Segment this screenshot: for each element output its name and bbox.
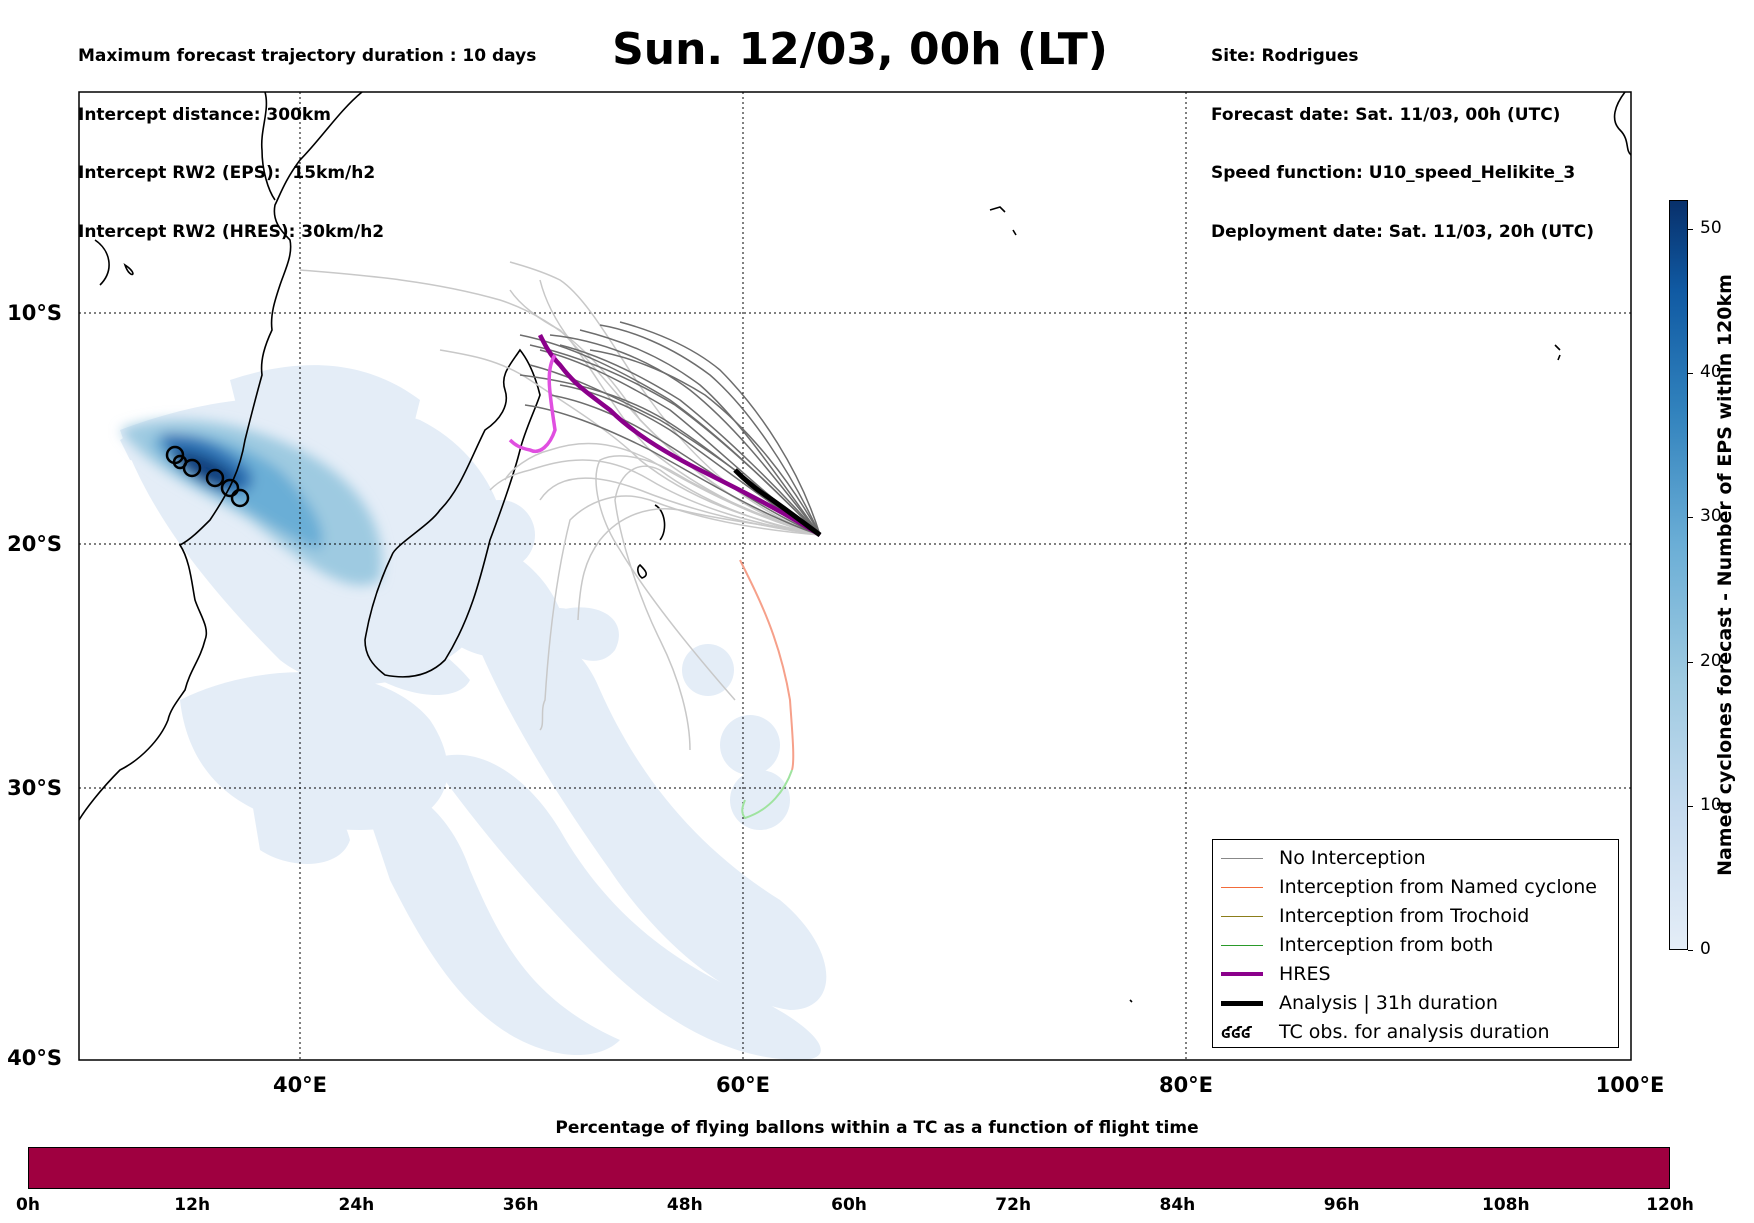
coastlines [79,92,1631,1003]
flight-time-bar [28,1147,1670,1189]
legend-item-analysis: Analysis | 31h duration [1221,989,1498,1017]
flight-time-tick-label: 12h [174,1195,211,1215]
flight-time-tick-label: 60h [831,1195,867,1215]
colorbar-tick-mark [1688,661,1693,663]
interception-both [741,769,793,820]
flight-time-tick-label: 72h [995,1195,1032,1215]
flight-time-tick-label: 108h [1482,1195,1530,1215]
legend-swatch [1221,886,1263,888]
legend-swatch [1221,1000,1263,1006]
flight-time-title: Percentage of flying ballons within a TC… [555,1118,1199,1138]
header-right-line: Site: Rodrigues [1211,46,1359,66]
legend-label: Interception from Trochoid [1279,905,1530,927]
header-info-right: Site: Rodrigues Forecast date: Sat. 11/0… [1211,8,1594,262]
lon-tick-label: 80°E [1159,1073,1213,1097]
map-title: Sun. 12/03, 00h (LT) [612,24,1108,75]
flight-time-tick-label: 0h [16,1195,40,1215]
flight-time-tick-label: 84h [1159,1195,1196,1215]
lon-tick-label: 100°E [1596,1073,1665,1097]
legend-swatch [1221,857,1263,859]
legend-item-both: Interception from both [1221,931,1493,959]
analysis-trajectory [733,468,822,538]
legend-label: HRES [1279,963,1331,985]
colorbar-tick-mark [1688,228,1693,230]
legend-item-tc-obs: ʛʛʛ TC obs. for analysis duration [1221,1018,1550,1046]
map-legend: No Interception Interception from Named … [1212,839,1619,1048]
colorbar-tick-label: 40 [1700,362,1722,383]
header-left-line: Intercept RW2 (HRES): 30km/h2 [78,221,385,242]
header-right-line: Speed function: U10_speed_Helikite_3 [1211,163,1576,183]
flight-time-tick-label: 36h [502,1195,539,1215]
legend-label: TC obs. for analysis duration [1279,1021,1550,1043]
legend-item-named-cyclone: Interception from Named cyclone [1221,873,1597,901]
header-left-line: Maximum forecast trajectory duration : 1… [78,46,537,66]
colorbar-tick-label: 50 [1700,217,1722,238]
flight-time-tick-label: 24h [338,1195,375,1215]
lat-tick-label: 20°S [7,532,62,556]
lon-tick-label: 60°E [716,1073,770,1097]
lat-tick-label: 30°S [7,776,62,800]
legend-swatch [1221,915,1263,917]
tc-observation-markers [165,445,250,508]
tc-symbol-icon: ʛʛʛ [1221,1022,1252,1042]
colorbar-tick-label: 20 [1700,650,1722,671]
colorbar-label: Named cyclones forecast - Number of EPS … [1714,274,1736,876]
header-info-left: Maximum forecast trajectory duration : 1… [78,8,536,262]
flight-time-tick-label: 120h [1646,1195,1694,1215]
header-right-line: Forecast date: Sat. 11/03, 00h (UTC) [1211,104,1561,125]
legend-item-trochoid: Interception from Trochoid [1221,902,1529,930]
lat-tick-label: 10°S [7,301,62,325]
legend-item-no-interception: No Interception [1221,844,1426,872]
lon-tick-label: 40°E [273,1073,327,1097]
colorbar-tick-mark [1688,950,1693,951]
map-frame [78,91,1632,1061]
legend-swatch [1221,972,1263,976]
hres-early-segment [508,354,557,453]
colorbar-tick-label: 10 [1700,794,1722,815]
legend-swatch [1221,944,1263,946]
header-left-line: Intercept distance: 300km [78,104,331,125]
hres-trajectory [537,333,822,537]
flight-time-tick-label: 48h [666,1195,703,1215]
lat-tick-label: 40°S [7,1046,62,1070]
legend-item-hres: HRES [1221,960,1331,988]
header-right-line: Deployment date: Sat. 11/03, 20h (UTC) [1211,221,1595,242]
colorbar [1669,200,1688,950]
legend-label: Interception from Named cyclone [1279,876,1597,898]
colorbar-tick-mark [1688,805,1693,807]
colorbar-tick-mark [1688,373,1693,375]
legend-label: Interception from both [1279,934,1494,956]
flight-time-tick-label: 96h [1323,1195,1360,1215]
colorbar-tick-label: 0 [1700,939,1711,959]
legend-label: Analysis | 31h duration [1279,992,1498,1014]
interception-named-cyclone [739,559,795,771]
colorbar-tick-label: 30 [1700,506,1722,527]
legend-label: No Interception [1279,847,1426,869]
map-gridlines [79,92,1631,1060]
colorbar-tick-mark [1688,517,1693,519]
